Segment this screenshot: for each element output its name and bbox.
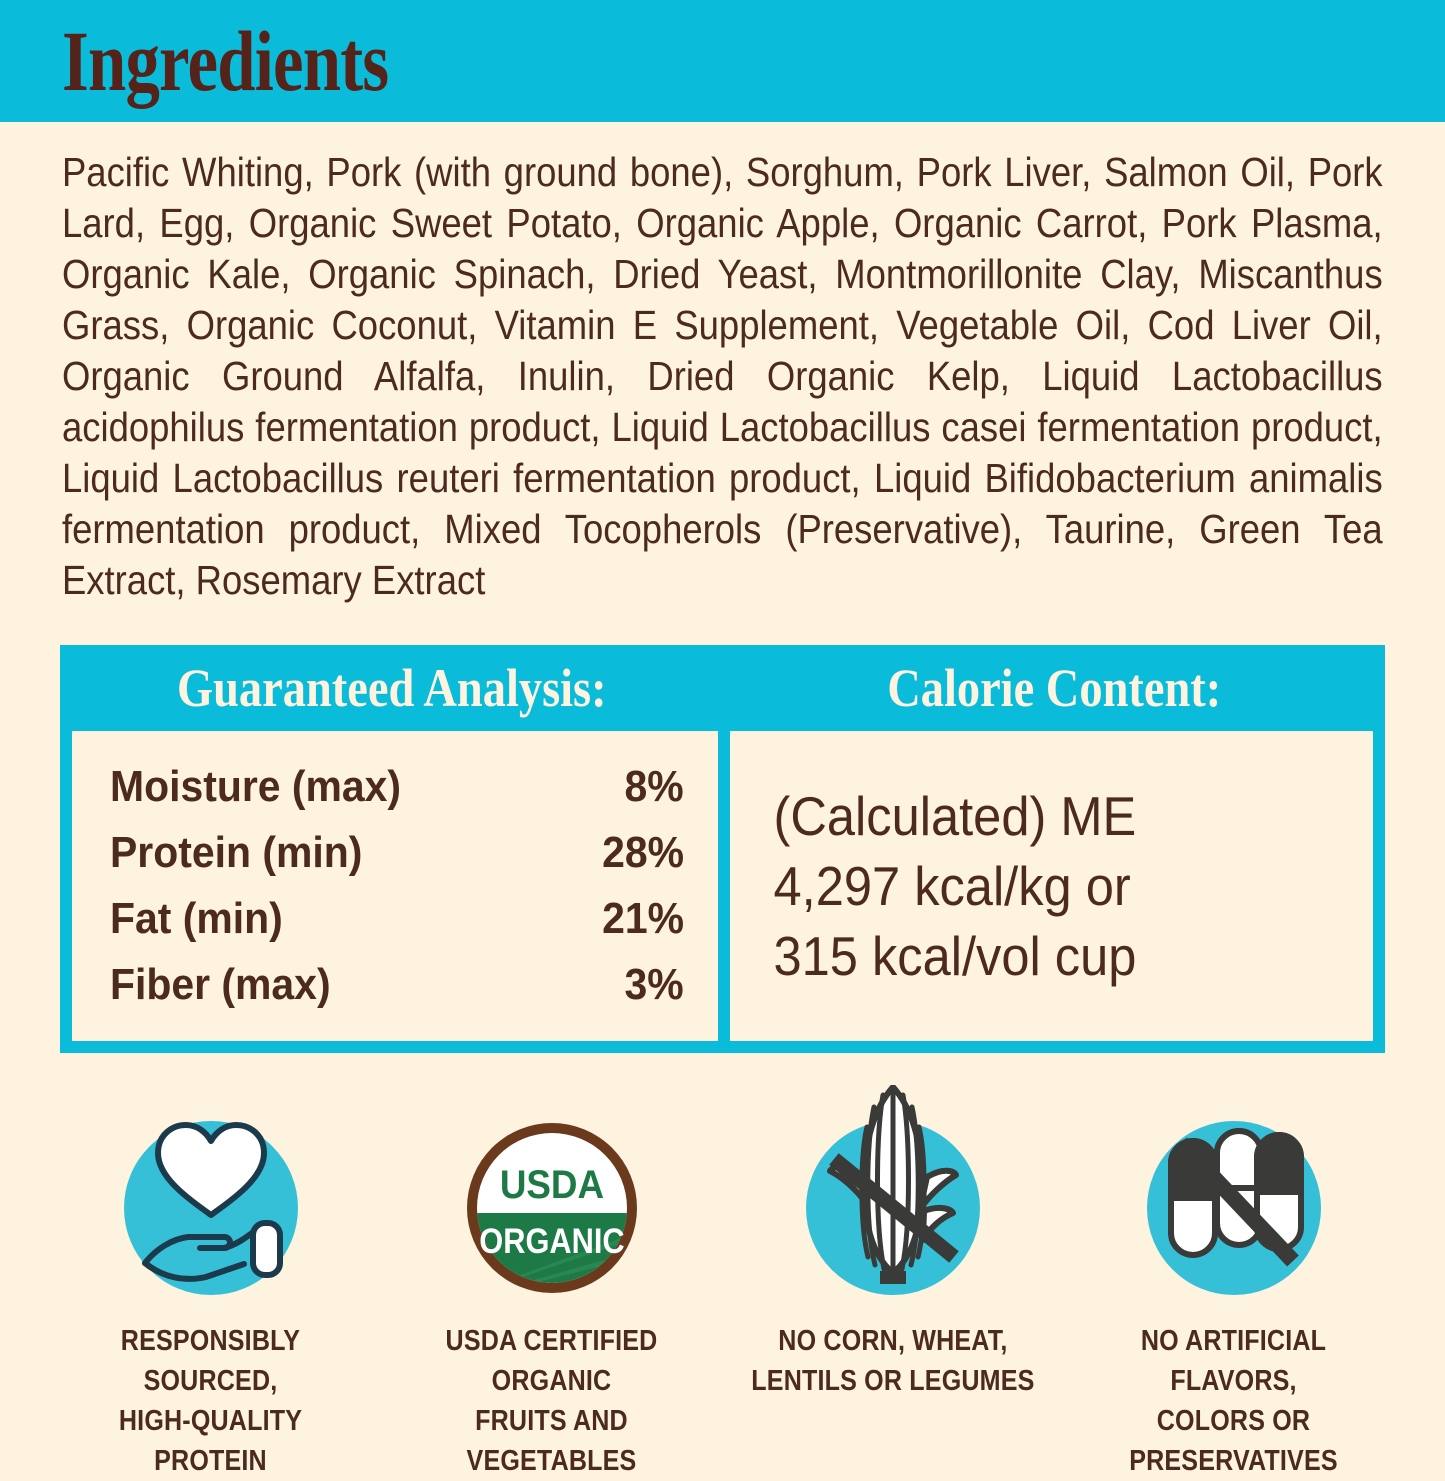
analysis-label: Moisture (max) — [110, 762, 402, 811]
calorie-content-heading-text: Calorie Content: — [887, 658, 1222, 718]
usda-seal-top-text: USDA — [499, 1163, 603, 1208]
badge-caption-line-2: HIGH-QUALITY PROTEIN — [118, 1405, 303, 1477]
analysis-value: 28% — [602, 828, 684, 877]
badge-row: RESPONSIBLY SOURCED, HIGH-QUALITY PROTEI… — [40, 1085, 1405, 1481]
calorie-content-body: (Calculated) ME 4,297 kcal/kg or 315 kca… — [730, 731, 1373, 1041]
badge-usda-organic: USDA ORGANIC USDA CERTIFIED ORGANIC FRUI… — [381, 1085, 722, 1481]
analysis-label: Protein (min) — [110, 828, 363, 877]
page-title: Ingredients — [62, 13, 389, 109]
badge-caption-line-1: NO CORN, WHEAT, — [777, 1325, 1008, 1357]
calorie-content-box: Calorie Content: (Calculated) ME 4,297 k… — [724, 645, 1385, 1053]
guaranteed-analysis-rows: Moisture (max) 8% Protein (min) 28% Fat … — [72, 731, 718, 1041]
analysis-value: 21% — [602, 894, 684, 943]
badge-caption: NO ARTIFICIAL FLAVORS, COLORS OR PRESERV… — [1063, 1321, 1404, 1481]
badge-caption: USDA CERTIFIED ORGANIC FRUITS AND VEGETA… — [381, 1321, 722, 1481]
calorie-content-heading: Calorie Content: — [724, 645, 1385, 731]
badge-icon-wrap — [796, 1085, 990, 1295]
table-row: Fiber (max) 3% — [110, 952, 684, 1018]
badge-caption-line-2: LENTILS OR LEGUMES — [750, 1365, 1035, 1397]
badge-caption-line-1: RESPONSIBLY SOURCED, — [120, 1325, 301, 1397]
nutrition-panel: Guaranteed Analysis: Moisture (max) 8% P… — [60, 645, 1385, 1053]
ingredients-list-text: Pacific Whiting, Pork (with ground bone)… — [62, 149, 1383, 603]
badge-icon-wrap — [114, 1085, 308, 1295]
guaranteed-analysis-heading: Guaranteed Analysis: — [60, 645, 724, 731]
heart-in-hand-icon — [141, 1122, 283, 1282]
guaranteed-analysis-heading-text: Guaranteed Analysis: — [177, 658, 607, 718]
badge-caption: NO CORN, WHEAT, LENTILS OR LEGUMES — [732, 1321, 1054, 1401]
table-row: Protein (min) 28% — [110, 820, 684, 886]
analysis-label: Fiber (max) — [110, 960, 331, 1009]
analysis-value: 8% — [624, 762, 684, 811]
usda-seal-bottom-text: ORGANIC — [479, 1221, 624, 1260]
analysis-label: Fat (min) — [110, 894, 283, 943]
header-band: Ingredients — [0, 0, 1445, 122]
badge-caption: RESPONSIBLY SOURCED, HIGH-QUALITY PROTEI… — [40, 1321, 381, 1481]
badge-no-artificial: NO ARTIFICIAL FLAVORS, COLORS OR PRESERV… — [1063, 1085, 1404, 1481]
badge-caption-line-1: NO ARTIFICIAL FLAVORS, — [1140, 1325, 1327, 1397]
calorie-line-1: (Calculated) ME — [773, 785, 1137, 847]
calorie-content-text: (Calculated) ME 4,297 kcal/kg or 315 kca… — [768, 781, 1293, 991]
badge-icon-wrap — [1137, 1085, 1331, 1295]
badge-caption-line-1: USDA CERTIFIED ORGANIC — [445, 1325, 658, 1397]
badge-no-corn: NO CORN, WHEAT, LENTILS OR LEGUMES — [722, 1085, 1063, 1481]
calorie-line-3: 315 kcal/vol cup — [773, 925, 1137, 987]
calorie-line-2: 4,297 kcal/kg or — [773, 855, 1131, 917]
table-row: Fat (min) 21% — [110, 886, 684, 952]
badge-caption-line-2: FRUITS AND VEGETABLES — [466, 1405, 637, 1477]
guaranteed-analysis-box: Guaranteed Analysis: Moisture (max) 8% P… — [60, 645, 724, 1053]
table-row: Moisture (max) 8% — [110, 754, 684, 820]
analysis-value: 3% — [624, 960, 684, 1009]
badge-caption-line-2: COLORS OR PRESERVATIVES — [1129, 1405, 1338, 1477]
usda-organic-seal-icon: USDA ORGANIC — [466, 1123, 637, 1293]
badge-responsibly-sourced: RESPONSIBLY SOURCED, HIGH-QUALITY PROTEI… — [40, 1085, 381, 1481]
no-corn-icon — [826, 1085, 959, 1284]
no-artificial-pills-icon — [1167, 1128, 1304, 1267]
badge-icon-wrap: USDA ORGANIC — [455, 1085, 649, 1295]
ingredients-section: Pacific Whiting, Pork (with ground bone)… — [62, 147, 1384, 606]
